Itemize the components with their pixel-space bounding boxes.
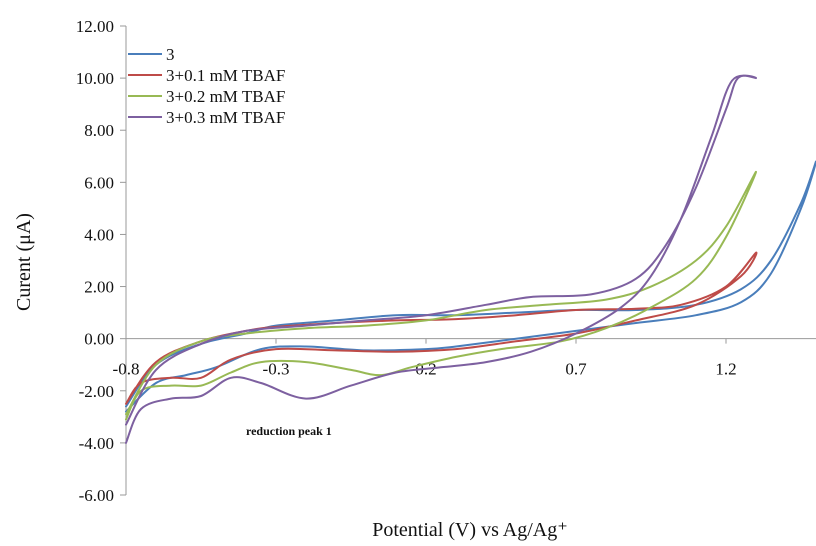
x-tick-label: -0.8 — [113, 360, 140, 379]
x-axis: -0.8 -0.3 0.2 0.7 1.2 — [113, 338, 816, 379]
series-layer — [125, 74, 816, 444]
series-line-1 — [125, 160, 816, 413]
series-line-2 — [125, 251, 758, 405]
legend-label: 3+0.1 mM TBAF — [166, 66, 285, 85]
legend-label: 3+0.2 mM TBAF — [166, 87, 285, 106]
y-axis-title: Curent (μA) — [13, 213, 35, 311]
y-tick-label: -2.00 — [79, 382, 114, 401]
y-tick-label: 8.00 — [84, 121, 114, 140]
y-tick-label: 10.00 — [76, 69, 114, 88]
y-tick-label: 4.00 — [84, 225, 114, 244]
series-line-3 — [125, 170, 757, 421]
x-axis-title: Potential (V) vs Ag/Ag⁺ — [372, 519, 568, 541]
y-tick-label: 0.00 — [84, 330, 114, 349]
x-tick-label: 1.2 — [715, 360, 736, 379]
y-tick-label: 2.00 — [84, 278, 114, 297]
y-axis: 12.00 10.00 8.00 6.00 4.00 2.00 0.00 -2.00 -4.00… — [76, 17, 127, 505]
y-tick-label: -4.00 — [79, 434, 114, 453]
series-line-4 — [125, 74, 758, 444]
legend-label: 3+0.3 mM TBAF — [166, 108, 285, 127]
legend-label: 3 — [166, 45, 175, 64]
legend: 3 3+0.1 mM TBAF 3+0.2 mM TBAF 3+0.3 mM TBAF — [128, 45, 285, 127]
x-tick-label: -0.3 — [263, 360, 290, 379]
y-tick-label: 6.00 — [84, 173, 114, 192]
x-tick-label: 0.7 — [565, 360, 587, 379]
y-tick-label: 12.00 — [76, 17, 114, 36]
y-tick-label: -6.00 — [79, 486, 114, 505]
reduction-peak-annotation: reduction peak 1 — [246, 424, 332, 438]
